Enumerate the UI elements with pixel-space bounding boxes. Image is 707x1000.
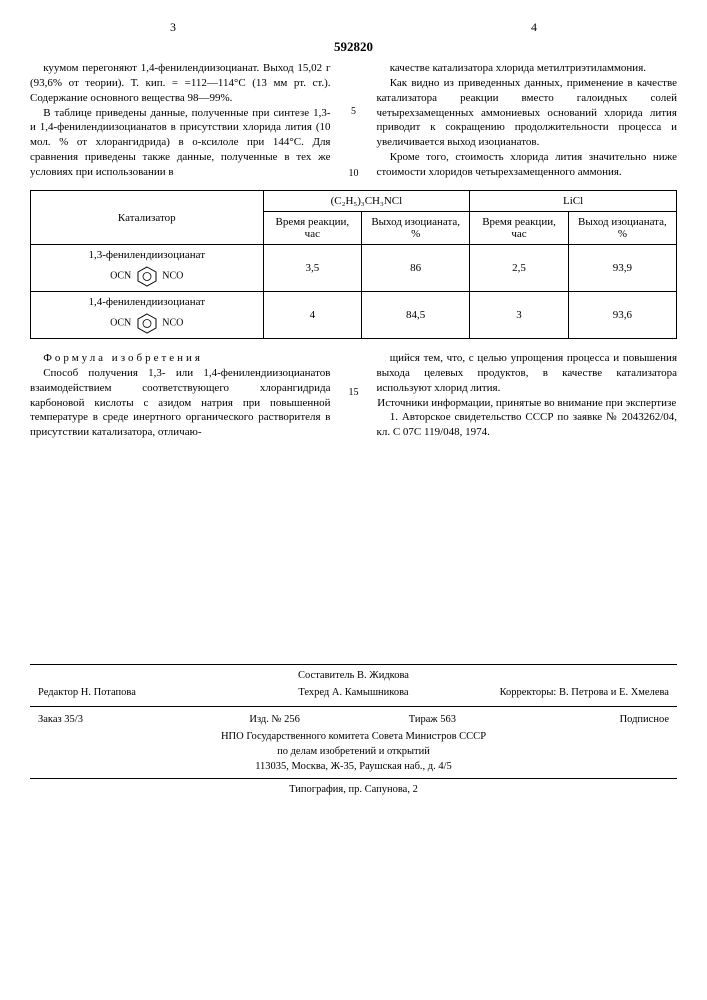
catalyst-name-1: 1,3-фенилендиизоцианат: [88, 249, 205, 261]
left-column: куумом перегоняют 1,4-фенилендиизоцианат…: [30, 61, 331, 180]
left-p2: В таблице приведены данные, полученные п…: [30, 106, 331, 180]
th-time2: Время реакции, час: [470, 212, 569, 245]
typography: Типография, пр. Сапунова, 2: [30, 783, 677, 798]
line-number-gutter2: 15: [347, 351, 361, 440]
cell-y1: 84,5: [362, 292, 470, 339]
imprint-footer: Составитель В. Жидкова Редактор Н. Потап…: [30, 664, 677, 798]
th-group2: LiCl: [470, 191, 677, 212]
source-1: 1. Авторское свидетельство СССР по заявк…: [377, 410, 678, 440]
org-line1: НПО Государственного комитета Совета Мин…: [30, 730, 677, 745]
org-line2: по делам изобретений и открытий: [30, 745, 677, 760]
editor: Редактор Н. Потапова: [38, 686, 248, 701]
table-row: 1,4-фенилендиизоцианат OCN NCO 4 84,5 3 …: [31, 292, 677, 339]
cell-t1: 4: [263, 292, 362, 339]
cell-t2: 2,5: [470, 245, 569, 292]
th-group1: (C₂H₅)₃CH₃NCl: [263, 191, 470, 212]
address: 113035, Москва, Ж-35, Раушская наб., д. …: [30, 760, 677, 775]
line-num-5: 5: [347, 105, 361, 119]
tech-editor: Техред А. Камышникова: [248, 686, 458, 701]
page-num-left: 3: [170, 20, 176, 35]
formula-right: щийся тем, что, с целью упрощения процес…: [377, 351, 678, 440]
table-row: 1,3-фенилендиизоцианат OCN NCO 3,5 86 2,…: [31, 245, 677, 292]
cell-y2: 93,6: [568, 292, 676, 339]
tirazh: Тираж 563: [354, 713, 512, 728]
correctors: Корректоры: В. Петрова и Е. Хмелева: [459, 686, 669, 701]
sources-title: Источники информации, принятые во вниман…: [377, 396, 678, 411]
th-time1: Время реакции, час: [263, 212, 362, 245]
cell-y2: 93,9: [568, 245, 676, 292]
blank-space: [30, 440, 677, 660]
chem-struct-icon: OCN NCO: [110, 265, 183, 287]
cell-t1: 3,5: [263, 245, 362, 292]
formula-body-right: щийся тем, что, с целью упрощения процес…: [377, 351, 678, 396]
right-p2: Как видно из приведенных данных, примене…: [377, 76, 678, 150]
line-number-gutter: 5 10: [347, 61, 361, 180]
right-p1: качестве катализатора хлорида метилтриэт…: [377, 61, 678, 76]
catalyst-name-2: 1,4-фенилендиизоцианат: [88, 296, 205, 308]
formula-left: Формула изобретения Способ получения 1,3…: [30, 351, 331, 440]
line-num-15: 15: [347, 387, 361, 398]
data-table: Катализатор (C₂H₅)₃CH₃NCl LiCl Время реа…: [30, 190, 677, 339]
left-p1: куумом перегоняют 1,4-фенилендиизоцианат…: [30, 61, 331, 106]
patent-number: 592820: [30, 39, 677, 55]
right-p3: Кроме того, стоимость хлорида лития знач…: [377, 150, 678, 180]
cell-t2: 3: [470, 292, 569, 339]
chem-struct-icon: OCN NCO: [110, 312, 183, 334]
formula-body-left: Способ получения 1,3- или 1,4-фенилендии…: [30, 366, 331, 440]
compiler: Составитель В. Жидкова: [30, 669, 677, 684]
subscription: Подписное: [511, 713, 669, 728]
page-num-right: 4: [531, 20, 537, 35]
body-columns: куумом перегоняют 1,4-фенилендиизоцианат…: [30, 61, 677, 180]
formula-columns: Формула изобретения Способ получения 1,3…: [30, 351, 677, 440]
th-yield2: Выход изоцианата, %: [568, 212, 676, 245]
th-yield1: Выход изоцианата, %: [362, 212, 470, 245]
th-catalyst: Катализатор: [31, 191, 264, 245]
line-num-10: 10: [347, 167, 361, 181]
cell-y1: 86: [362, 245, 470, 292]
formula-title: Формула изобретения: [30, 351, 331, 366]
order-num: Заказ 35/3: [38, 713, 196, 728]
izd-num: Изд. № 256: [196, 713, 354, 728]
right-column: качестве катализатора хлорида метилтриэт…: [377, 61, 678, 180]
